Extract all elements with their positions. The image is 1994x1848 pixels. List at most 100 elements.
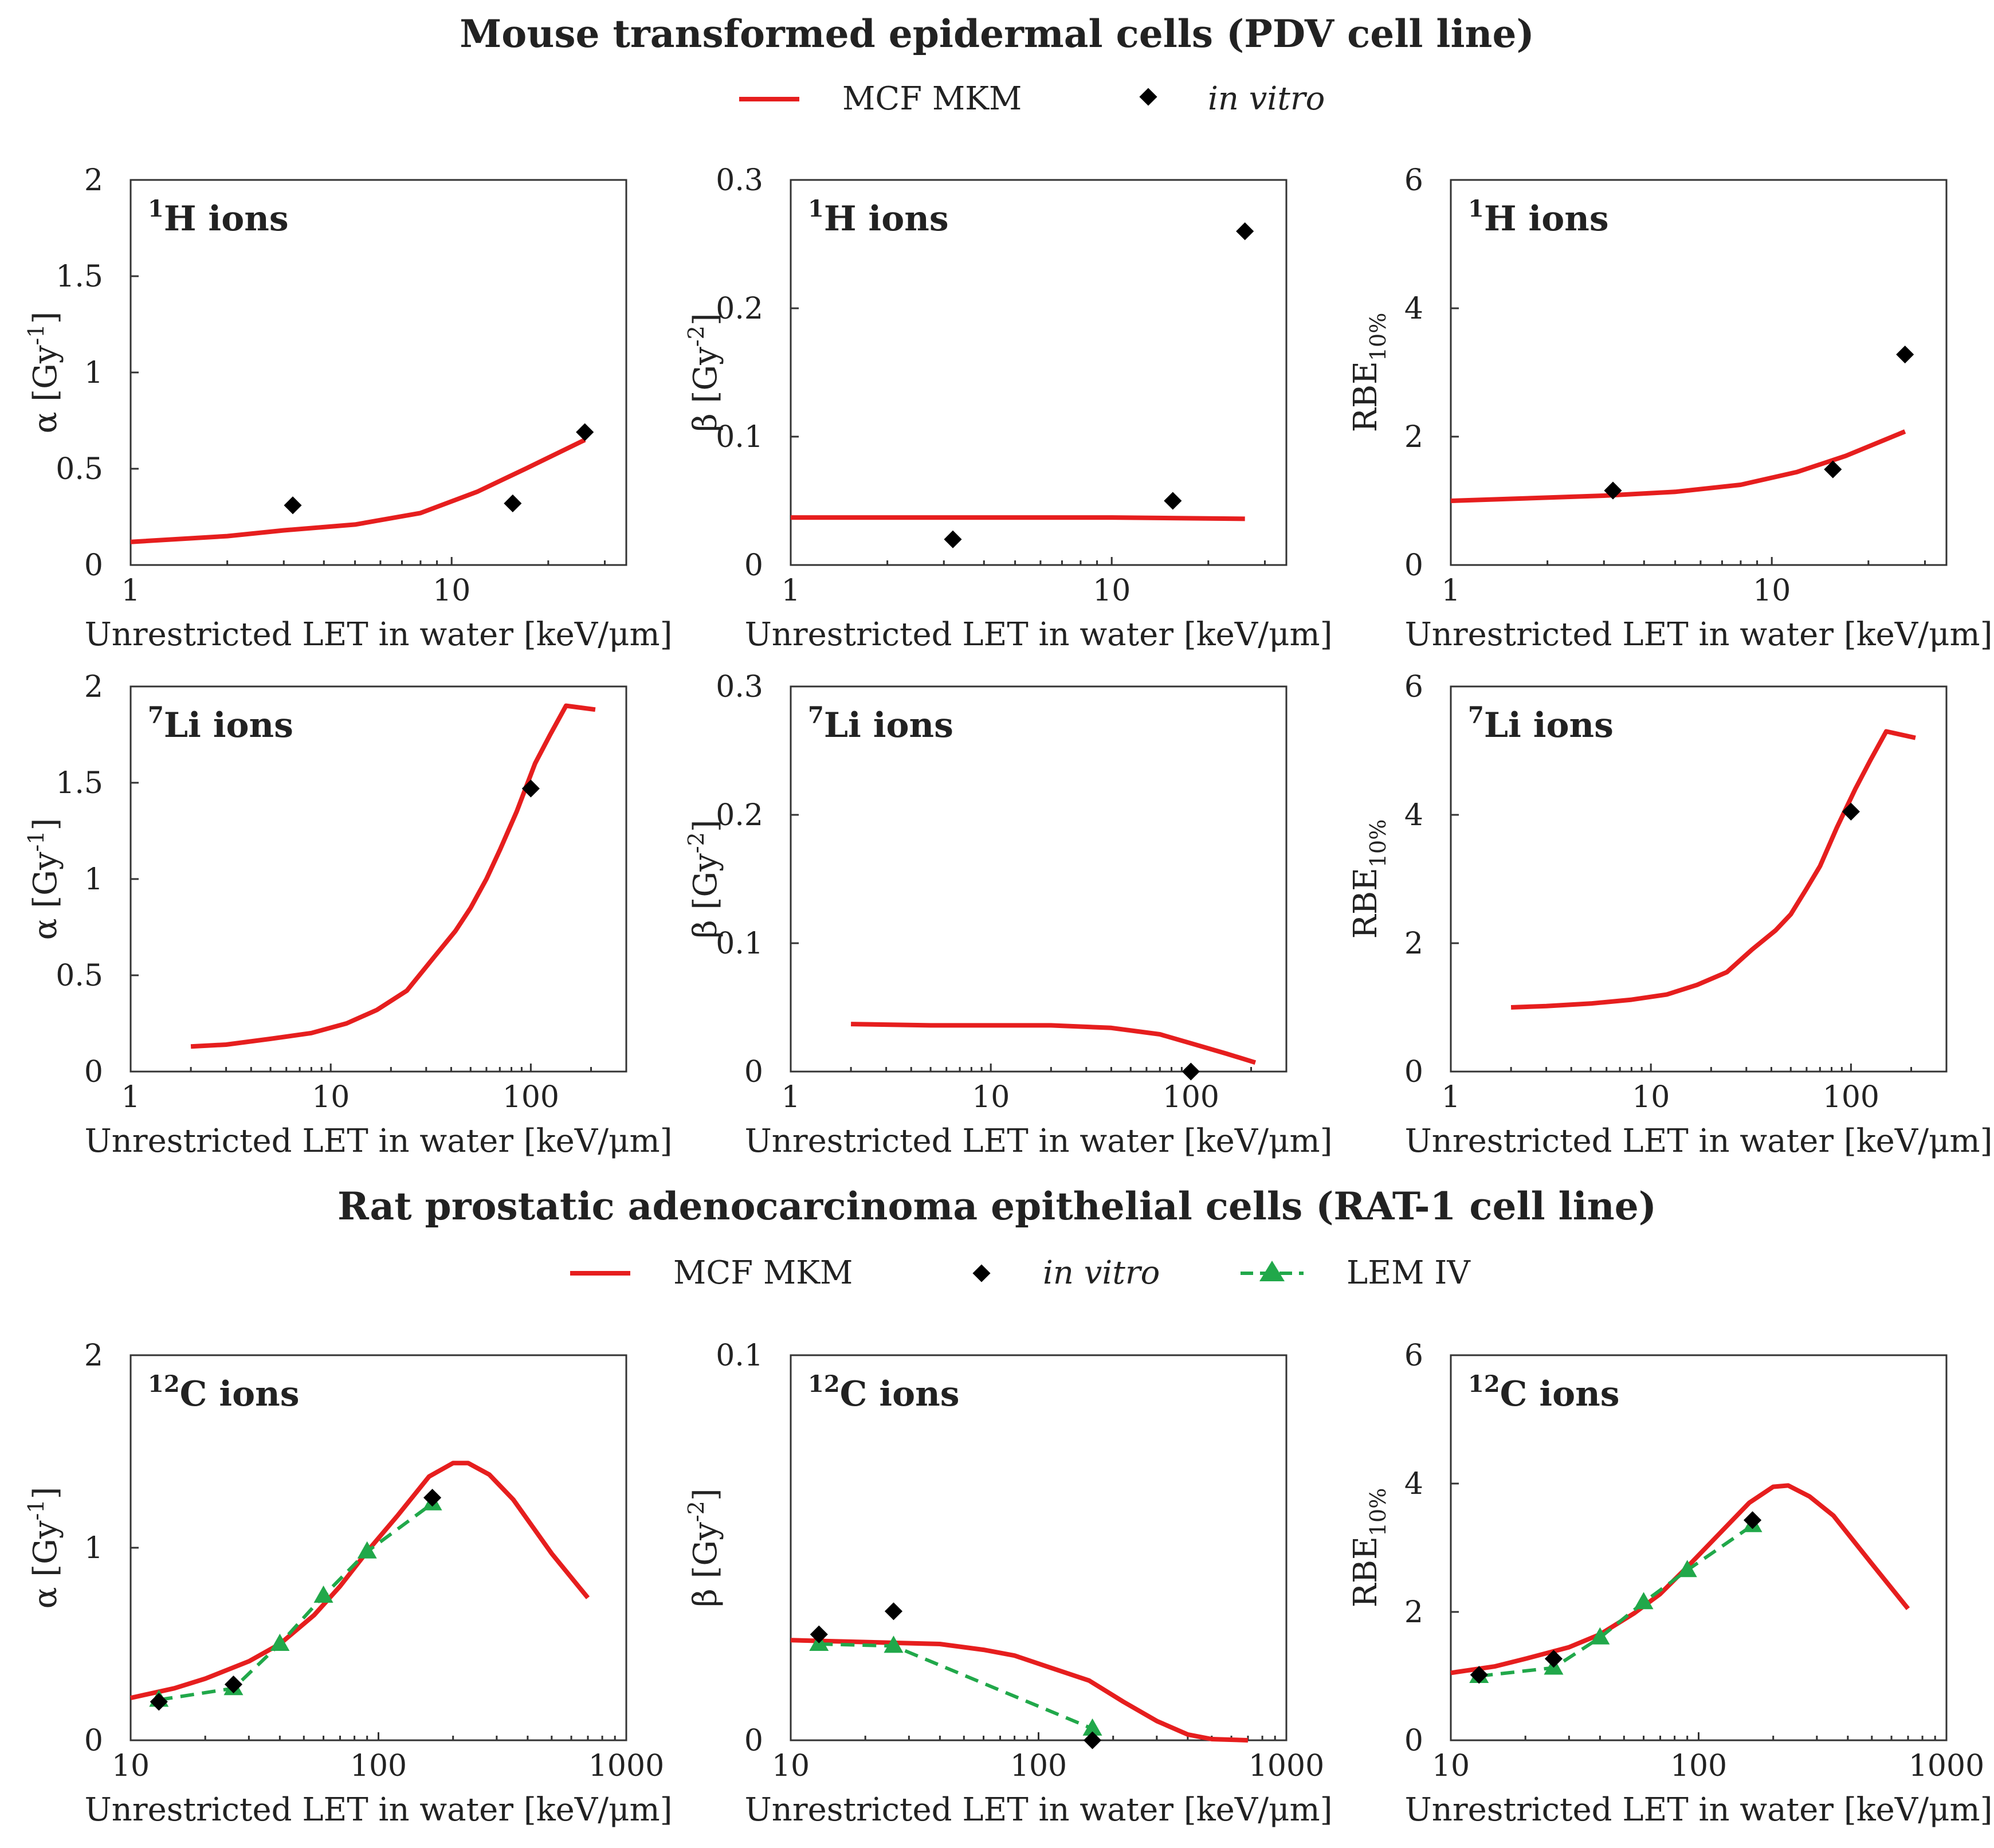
lem-iv-point <box>270 1634 290 1651</box>
in-vitro-point <box>1544 1650 1563 1668</box>
x-tick-label: 10 <box>1632 1080 1670 1115</box>
y-tick-label: 0 <box>84 1724 103 1758</box>
y-axis-label-sup: -1 <box>23 830 49 852</box>
x-tick-label: 100 <box>503 1080 559 1115</box>
x-tick-label: 10 <box>112 1749 150 1783</box>
y-axis-label: RBE10% <box>1347 313 1391 433</box>
in-vitro-point <box>1084 1731 1102 1749</box>
series-mcf-mkm-line <box>130 438 586 544</box>
y-tick-label: 0 <box>744 1724 763 1758</box>
in-vitro-point <box>944 530 962 548</box>
y-axis-label-sub: 10% <box>1365 313 1391 361</box>
section-rat1: Rat prostatic adenocarcinoma epithelial … <box>337 1184 1657 1292</box>
legend-mkm-label: MCF MKM <box>673 1254 853 1292</box>
in-vitro-point <box>1236 222 1254 241</box>
in-vitro-point <box>1744 1511 1762 1529</box>
y-axis-label-base: RBE <box>1347 1536 1384 1607</box>
x-axis-label: Unrestricted LET in water [keV/μm] <box>1405 1123 1993 1160</box>
chart-panel: 10 100 1000 0 0.1 Unrestricted LET in water [… <box>684 1339 1332 1829</box>
panel-label: 7Li ions <box>1468 702 1614 746</box>
y-axis-label: α [Gy-1] <box>23 312 64 434</box>
x-tick-label: 1 <box>781 574 800 608</box>
panel-label-text: C ions <box>1500 1374 1620 1414</box>
in-vitro-point <box>1604 481 1622 500</box>
panel-label: 7Li ions <box>808 702 953 746</box>
x-tick-label: 100 <box>1823 1080 1879 1115</box>
x-tick-label: 10 <box>1432 1749 1470 1783</box>
panel-label: 1H ions <box>1468 195 1609 239</box>
series-mcf-mkm-line <box>851 1022 1257 1065</box>
panel-label-text: C ions <box>180 1374 300 1414</box>
y-axis-label: α [Gy-1] <box>23 818 64 940</box>
x-axis-label: Unrestricted LET in water [keV/μm] <box>745 1791 1333 1829</box>
legend-invitro-marker <box>1139 88 1157 106</box>
y-tick-label: 1 <box>84 356 103 390</box>
x-tick-label: 10 <box>972 1080 1010 1115</box>
legend-invitro-label: in vitro <box>1043 1254 1160 1292</box>
y-axis-label-end: ] <box>27 312 64 324</box>
y-axis-label-end: ] <box>27 818 64 831</box>
x-axis-label: Unrestricted LET in water [keV/μm] <box>1405 1791 1993 1829</box>
y-axis-label-base: α [Gy <box>27 852 64 940</box>
in-vitro-point <box>1182 1062 1200 1081</box>
legend: MCF MKM in vitro <box>739 80 1325 117</box>
y-axis-label-sup: -1 <box>23 324 49 345</box>
panel-label-text: C ions <box>840 1374 960 1414</box>
lem-iv-point <box>1590 1627 1610 1645</box>
lem-iv-point <box>1634 1592 1654 1610</box>
plot-area <box>790 685 1288 1073</box>
y-axis-label-base: α [Gy <box>27 345 64 433</box>
legend-invitro-marker <box>972 1264 991 1282</box>
y-tick-label: 4 <box>1404 292 1423 326</box>
x-tick-label: 1 <box>1441 1080 1460 1115</box>
in-vitro-point <box>884 1602 903 1621</box>
section-title: Rat prostatic adenocarcinoma epithelial … <box>337 1184 1657 1229</box>
y-tick-label: 0.2 <box>716 798 763 833</box>
x-tick-label: 100 <box>350 1749 407 1783</box>
panel-label-sup: 1 <box>808 195 824 222</box>
y-axis-label-end: ] <box>687 1488 724 1501</box>
in-vitro-point <box>810 1625 828 1643</box>
in-vitro-point <box>224 1676 243 1694</box>
y-tick-label: 0.5 <box>56 959 103 993</box>
x-tick-label: 10 <box>1753 574 1791 608</box>
y-tick-label: 0.3 <box>716 670 763 704</box>
y-axis-label-end: ] <box>687 819 724 832</box>
y-axis-label-sup: -2 <box>684 1501 709 1522</box>
y-axis-label: β [Gy-2] <box>684 313 724 431</box>
in-vitro-point <box>284 496 302 515</box>
y-axis-label-sup: -1 <box>23 1499 49 1520</box>
y-axis-label: RBE10% <box>1347 819 1391 939</box>
chart-panel: 1 10 100 0 0.5 1 1.5 2 Unrestricted LET in water… <box>23 670 672 1160</box>
y-tick-label: 1.5 <box>56 766 103 801</box>
y-tick-label: 2 <box>1404 420 1423 454</box>
y-axis-label: β [Gy-2] <box>684 819 724 938</box>
y-tick-label: 2 <box>84 670 103 704</box>
plot-area <box>1450 685 1948 1073</box>
x-tick-label: 100 <box>1163 1080 1219 1115</box>
panel-label-sup: 12 <box>1468 1371 1500 1398</box>
y-axis-label-sup: -2 <box>684 325 709 347</box>
series-mcf-mkm-line <box>1450 1483 1910 1676</box>
legend-lem-marker <box>1259 1261 1285 1281</box>
plot-area <box>790 179 1288 566</box>
y-axis-label-end: ] <box>27 1487 64 1500</box>
y-axis-label: β [Gy-2] <box>684 1488 724 1607</box>
y-tick-label: 0.1 <box>716 1339 763 1373</box>
series-lem-iv-line <box>1478 1524 1754 1678</box>
panel-label: 7Li ions <box>148 702 293 746</box>
y-axis-label: RBE10% <box>1347 1488 1391 1608</box>
panel-label-text: H ions <box>164 199 289 239</box>
panel-label-text: Li ions <box>164 705 293 746</box>
series-mcf-mkm-line <box>1510 729 1916 1010</box>
legend-lem-label: LEM IV <box>1347 1254 1471 1292</box>
y-axis-label-base: β [Gy <box>687 853 724 939</box>
panel-label: 1H ions <box>148 195 289 239</box>
legend: MCF MKM in vitro LEM IV <box>570 1254 1471 1292</box>
in-vitro-point <box>150 1693 168 1711</box>
x-tick-label: 10 <box>1093 574 1131 608</box>
x-tick-label: 100 <box>1670 1749 1727 1783</box>
